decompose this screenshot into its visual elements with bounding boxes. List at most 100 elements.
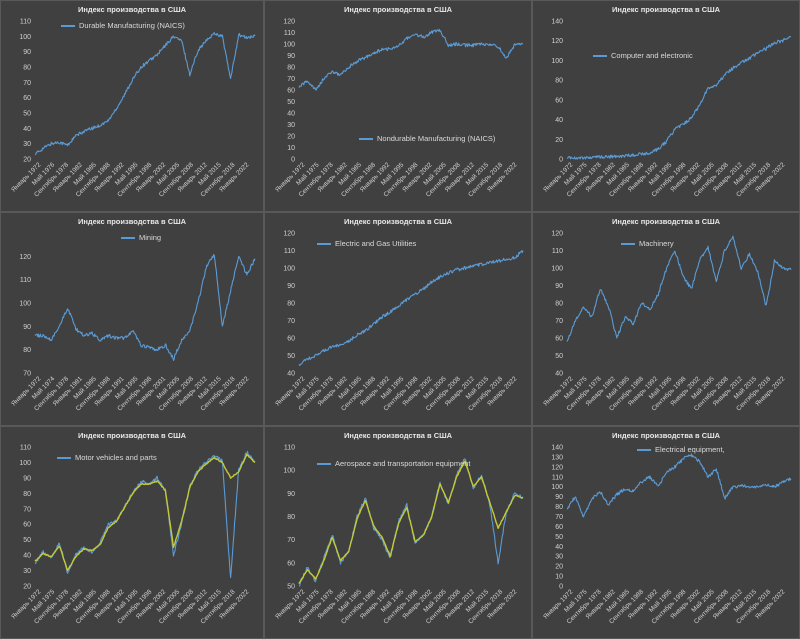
- y-tick-label: 100: [283, 468, 295, 475]
- chart-title: Индекс производства в США: [77, 5, 187, 14]
- y-tick-label: 50: [287, 99, 295, 106]
- legend: Nondurable Manufacturing (NAICS): [359, 134, 495, 143]
- y-tick-label: 80: [23, 65, 31, 72]
- y-tick-label: 110: [20, 277, 31, 284]
- y-tick-label: 20: [287, 134, 295, 141]
- y-tick-label: 60: [23, 522, 31, 529]
- y-tick-label: 50: [555, 353, 563, 360]
- y-tick-label: 110: [20, 19, 31, 26]
- legend: Mining: [121, 233, 161, 242]
- legend-swatch: [121, 237, 135, 240]
- chart-title: Индекс производства в США: [611, 5, 721, 14]
- y-tick-label: 0: [291, 157, 295, 164]
- legend-label: Aerospace and transportation equipment: [335, 459, 471, 468]
- chart-title: Индекс производства в США: [343, 5, 453, 14]
- y-tick-label: 80: [287, 301, 295, 308]
- y-tick-label: 70: [287, 318, 295, 325]
- legend-swatch: [637, 449, 651, 452]
- series-line: [566, 35, 792, 160]
- legend-swatch: [57, 457, 71, 460]
- y-tick-label: 100: [283, 266, 295, 273]
- legend-label: Computer and electronic: [611, 51, 693, 60]
- y-tick-label: 20: [555, 137, 563, 144]
- legend: Computer and electronic: [593, 51, 693, 60]
- series-line: [298, 250, 524, 366]
- chart-panel: 0 10 20 30 40 50 60 70 80 90 100 110 120 130 140 Январь…: [532, 426, 800, 639]
- y-tick-label: 70: [287, 537, 295, 544]
- y-tick-label: 80: [287, 514, 295, 521]
- y-tick-label: 100: [19, 301, 31, 308]
- y-tick-label: 70: [23, 371, 31, 378]
- y-tick-label: 90: [287, 53, 295, 60]
- chart-title: Индекс производства в США: [343, 217, 453, 226]
- y-tick-label: 60: [287, 88, 295, 95]
- legend-swatch: [621, 243, 635, 246]
- chart-panel: 50 60 70 80 90 100 110 Январь 1972 Май 1975 Сентя…: [264, 426, 532, 639]
- y-tick-label: 110: [284, 248, 295, 255]
- legend-label: Motor vehicles and parts: [75, 453, 157, 462]
- y-tick-label: 90: [23, 324, 31, 331]
- legend-label: Mining: [139, 233, 162, 242]
- y-tick-label: 40: [555, 544, 563, 551]
- y-tick-label: 90: [287, 283, 295, 290]
- series-line: [34, 32, 256, 156]
- y-tick-label: 50: [287, 584, 295, 591]
- y-tick-label: 90: [287, 491, 295, 498]
- y-tick-label: 120: [283, 19, 295, 26]
- chart-title: Индекс производства в США: [611, 217, 721, 226]
- y-tick-label: 50: [23, 537, 31, 544]
- series-line: [566, 235, 792, 342]
- y-tick-label: 80: [555, 504, 563, 511]
- legend: Durable Manufacturing (NAICS): [61, 21, 185, 30]
- y-tick-label: 0: [559, 584, 563, 591]
- series-line: [34, 254, 256, 361]
- y-tick-label: 40: [287, 371, 295, 378]
- y-tick-label: 40: [555, 371, 563, 378]
- legend: Machinery: [621, 239, 674, 248]
- y-tick-label: 110: [552, 248, 563, 255]
- y-tick-label: 10: [555, 574, 563, 581]
- y-tick-label: 100: [551, 266, 563, 273]
- y-tick-label: 120: [551, 38, 563, 45]
- y-tick-label: 0: [559, 157, 563, 164]
- chart-panel: 40 50 60 70 80 90 100 110 120 Январь 1972 Май 1975…: [264, 212, 532, 426]
- legend: Electrical equipment,: [637, 445, 725, 454]
- chart-panel: 0 10 20 30 40 50 60 70 80 90 100 110 120 Январь 1972 М…: [264, 0, 532, 212]
- y-tick-label: 10: [287, 145, 295, 152]
- legend-swatch: [317, 243, 331, 246]
- y-tick-label: 120: [19, 254, 31, 261]
- legend: Motor vehicles and parts: [57, 453, 157, 462]
- y-tick-label: 40: [23, 553, 31, 560]
- y-tick-label: 50: [555, 534, 563, 541]
- legend-label: Electric and Gas Utilities: [335, 239, 417, 248]
- chart-title: Индекс производства в США: [611, 431, 721, 440]
- y-tick-label: 130: [551, 454, 563, 461]
- y-tick-label: 90: [555, 494, 563, 501]
- y-tick-label: 70: [23, 506, 31, 513]
- y-tick-label: 100: [283, 42, 295, 49]
- legend: Aerospace and transportation equipment: [317, 459, 471, 468]
- y-tick-label: 70: [555, 318, 563, 325]
- legend-swatch: [61, 25, 75, 28]
- y-tick-label: 80: [23, 491, 31, 498]
- y-tick-label: 60: [555, 97, 563, 104]
- y-tick-label: 120: [551, 231, 563, 238]
- y-tick-label: 70: [287, 76, 295, 83]
- legend: Electric and Gas Utilities: [317, 239, 416, 248]
- chart-panel: 0 20 40 60 80 100 120 140 Январь 1972 Май 1975 Сен…: [532, 0, 800, 212]
- legend-label: Machinery: [639, 239, 674, 248]
- y-tick-label: 20: [23, 157, 31, 164]
- chart-panel: 70 80 90 100 110 120 Январь 1972 Май 1974 Сентяб…: [0, 212, 264, 426]
- chart-title: Индекс производства в США: [77, 217, 187, 226]
- y-tick-label: 80: [23, 347, 31, 354]
- y-tick-label: 40: [287, 111, 295, 118]
- series-line: [34, 450, 256, 579]
- y-tick-label: 60: [287, 560, 295, 567]
- y-tick-label: 60: [287, 336, 295, 343]
